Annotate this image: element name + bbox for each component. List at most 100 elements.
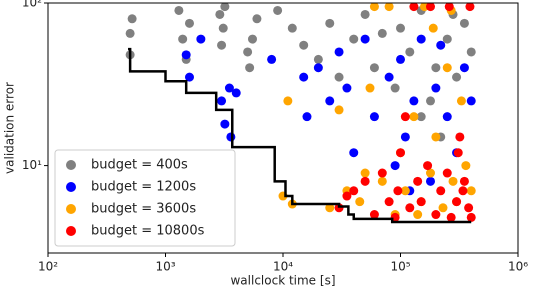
scatter-point <box>446 212 456 222</box>
legend-marker <box>66 160 76 170</box>
y-tick-label: 10¹ <box>22 158 42 172</box>
scatter-point <box>459 18 469 28</box>
scatter-point <box>425 168 435 178</box>
scatter-point <box>313 54 323 64</box>
scatter-point <box>455 132 465 142</box>
scatter-point <box>400 132 410 142</box>
scatter-point <box>360 168 370 178</box>
scatter-point <box>334 105 344 115</box>
scatter-point <box>125 28 135 38</box>
scatter-point <box>453 148 463 158</box>
scatter-point <box>431 83 441 93</box>
scatter-point <box>365 83 375 93</box>
scatter-point <box>466 96 476 106</box>
scatter-point <box>220 3 230 12</box>
scatter-point <box>396 23 405 33</box>
x-axis-label: wallclock time [s] <box>230 274 335 288</box>
scatter-point <box>127 14 137 24</box>
legend-box <box>54 149 236 247</box>
legend-label: budget = 400s <box>91 158 188 173</box>
scatter-point <box>267 54 277 64</box>
scatter-point <box>334 47 344 57</box>
scatter-point <box>442 63 452 73</box>
scatter-point <box>452 72 462 82</box>
scatter-point <box>231 88 241 98</box>
scatter-point <box>181 50 191 60</box>
scatter-point <box>218 23 228 33</box>
scatter-point <box>405 203 415 213</box>
scatter-point <box>325 18 335 28</box>
scatter-point <box>431 210 441 220</box>
scatter-point <box>400 112 410 122</box>
scatter-point <box>396 148 405 158</box>
scatter-point <box>217 96 227 106</box>
scatter-point <box>465 3 475 12</box>
scatter-point <box>409 112 419 122</box>
scatter-point <box>425 96 435 106</box>
scatter-point <box>384 197 394 207</box>
plot-area <box>125 3 476 224</box>
scatter-point <box>184 18 194 28</box>
scatter-point <box>273 5 283 15</box>
scatter-point <box>334 72 344 82</box>
scatter-point <box>384 72 394 82</box>
scatter-point <box>377 176 387 186</box>
scatter-point <box>245 63 255 73</box>
scatter-point <box>444 3 454 12</box>
scatter-point <box>377 168 387 178</box>
x-tick-label: 10⁶ <box>508 260 528 274</box>
scatter-point <box>299 72 309 82</box>
scatter-point <box>466 186 476 196</box>
legend-label: budget = 10800s <box>91 224 205 239</box>
scatter-point <box>287 23 297 33</box>
scatter-point <box>184 72 194 82</box>
scatter-point <box>416 34 426 44</box>
scatter-point <box>226 132 236 142</box>
scatter-point <box>459 176 469 186</box>
scatter-point <box>313 63 323 73</box>
scatter-point <box>456 96 466 106</box>
scatter-point <box>425 176 435 186</box>
scatter-point <box>442 112 452 122</box>
scatter-point <box>436 186 446 196</box>
scatter-point <box>431 132 441 142</box>
scatter-point <box>196 34 206 44</box>
scatter-point <box>436 40 446 50</box>
scatter-point <box>459 63 469 73</box>
x-tick-label: 10³ <box>155 260 175 274</box>
scatter-point <box>413 176 423 186</box>
scatter-point <box>252 14 262 24</box>
scatter-point <box>413 210 423 220</box>
legend-marker <box>66 182 76 192</box>
scatter-point <box>438 203 448 213</box>
scatter-point <box>224 83 234 93</box>
scatter-point <box>217 40 227 50</box>
scatter-point <box>369 210 379 220</box>
scatter-point <box>342 83 352 93</box>
y-tick-label: 10² <box>22 0 42 10</box>
scatter-point <box>247 34 257 44</box>
scatter-point <box>360 176 370 186</box>
scatter-point <box>390 161 400 171</box>
scatter-point <box>448 176 458 186</box>
scatter-point <box>302 112 312 122</box>
scatter-point <box>174 5 184 15</box>
scatter-point <box>464 203 474 213</box>
scatter-point <box>466 47 476 57</box>
scatter-point <box>409 96 419 106</box>
incumbent-line <box>128 47 472 224</box>
scatter-point <box>349 34 359 44</box>
scatter-point <box>425 3 435 12</box>
scatter-point <box>452 197 462 207</box>
scatter-point <box>215 9 225 19</box>
scatter-point <box>349 186 359 196</box>
scatter-point <box>428 23 438 33</box>
scatter-point <box>325 96 335 106</box>
scatter-point <box>325 203 335 213</box>
scatter-point <box>369 63 379 73</box>
scatter-point <box>283 96 293 106</box>
scatter-point <box>416 197 426 207</box>
y-axis-label: validation error <box>3 82 17 174</box>
legend-marker <box>66 226 76 236</box>
